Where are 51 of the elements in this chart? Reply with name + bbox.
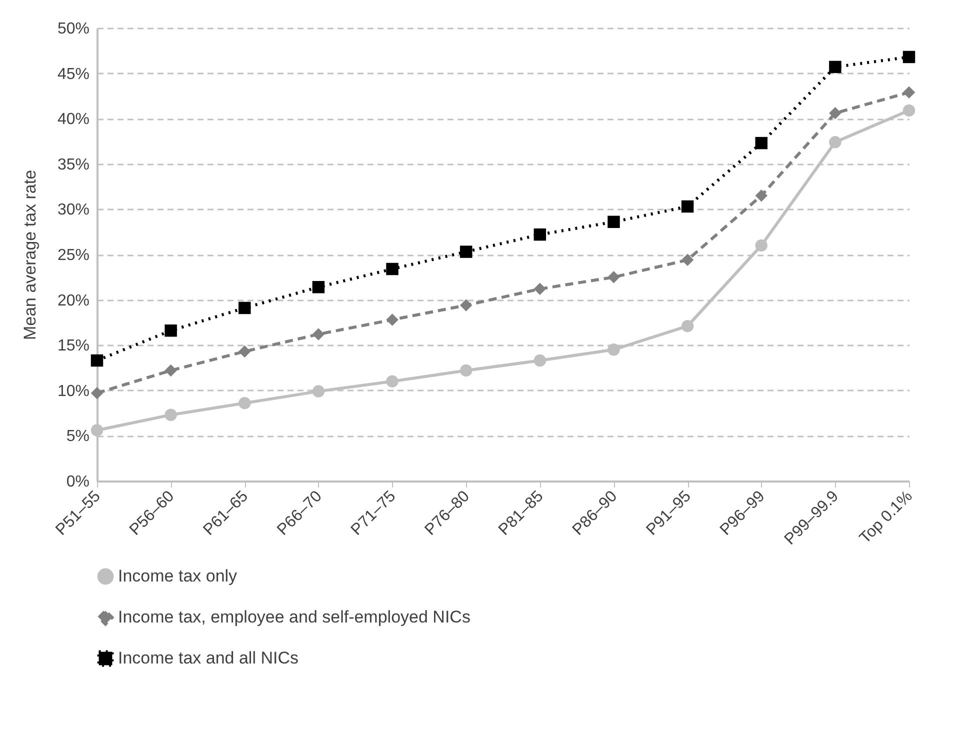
y-tick-label: 35% bbox=[57, 156, 90, 174]
y-tick-label: 10% bbox=[57, 382, 90, 400]
point bbox=[902, 86, 916, 98]
point bbox=[829, 60, 842, 74]
point bbox=[386, 375, 398, 388]
point bbox=[681, 254, 694, 266]
point bbox=[312, 280, 325, 294]
point bbox=[90, 424, 104, 436]
y-tick-label: 30% bbox=[57, 202, 90, 219]
point bbox=[312, 328, 325, 340]
y-tick-label: 5% bbox=[66, 428, 90, 446]
y-tick-label: 15% bbox=[57, 338, 90, 355]
point bbox=[164, 364, 177, 377]
point bbox=[829, 107, 842, 120]
point bbox=[755, 239, 768, 252]
point bbox=[902, 50, 916, 64]
point bbox=[608, 271, 620, 284]
point bbox=[902, 104, 916, 117]
y-tick-label: 25% bbox=[57, 247, 90, 264]
y-tick-label: 40% bbox=[57, 111, 90, 128]
point bbox=[755, 136, 768, 150]
point bbox=[90, 386, 104, 400]
point bbox=[681, 200, 694, 213]
y-tick-label: 50% bbox=[57, 20, 90, 38]
y-tick-label: 0% bbox=[66, 474, 90, 490]
legend-label: Income tax only bbox=[118, 566, 238, 586]
point bbox=[534, 282, 546, 296]
legend-label: Income tax and all NICs bbox=[118, 648, 298, 668]
legend-label: Income tax, employee and self-employed NICs bbox=[118, 608, 470, 626]
point bbox=[238, 396, 251, 410]
y-tick-label: 45% bbox=[57, 66, 90, 83]
point bbox=[534, 354, 546, 367]
point bbox=[164, 408, 177, 421]
point bbox=[755, 189, 768, 202]
point bbox=[312, 385, 325, 398]
point bbox=[238, 302, 251, 314]
point bbox=[608, 344, 620, 356]
point bbox=[460, 246, 472, 258]
point bbox=[386, 314, 398, 326]
point bbox=[681, 320, 694, 332]
point bbox=[460, 299, 472, 312]
y-axis-title: Mean average tax rate bbox=[20, 170, 40, 340]
y-tick-label: 20% bbox=[57, 292, 90, 310]
point bbox=[534, 228, 546, 241]
point bbox=[238, 345, 251, 358]
point bbox=[608, 216, 620, 228]
point bbox=[460, 364, 472, 377]
point bbox=[164, 324, 177, 337]
point bbox=[829, 136, 842, 148]
point bbox=[90, 354, 104, 367]
point bbox=[386, 262, 398, 276]
